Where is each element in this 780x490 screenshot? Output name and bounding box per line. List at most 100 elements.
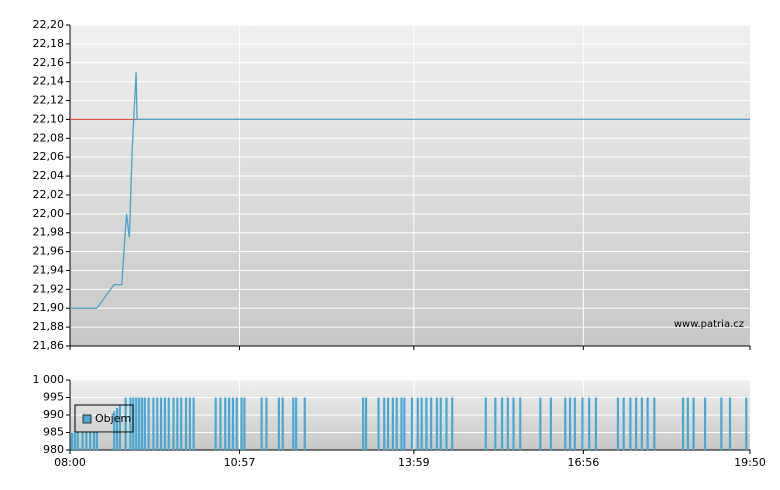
volume-bar (115, 408, 119, 450)
volume-bar (292, 397, 295, 450)
volume-bar (180, 397, 183, 450)
volume-bar (163, 397, 167, 450)
volume-bar (439, 397, 442, 450)
volume-bar (500, 397, 504, 450)
volume-bar (156, 397, 159, 450)
volume-bar (152, 397, 155, 450)
volume-bar (383, 397, 386, 450)
y-tick-label: 22,02 (33, 188, 65, 201)
volume-bar (147, 397, 150, 450)
y-tick-label: 22,04 (33, 169, 65, 182)
volume-bar (76, 432, 79, 450)
volume-bar (430, 397, 433, 450)
volume-bar (303, 397, 306, 450)
volume-bar (377, 397, 380, 450)
x-tick-label: 08:00 (54, 456, 86, 469)
volume-bar (681, 397, 685, 450)
volume-bar (484, 397, 487, 450)
volume-bar (395, 397, 398, 450)
y-tick-label: 22,00 (33, 207, 65, 220)
y-tick-label: 21,92 (33, 282, 65, 295)
legend-box (74, 404, 134, 433)
y-tick-label: 21,98 (33, 226, 65, 239)
volume-bar (549, 397, 552, 450)
volume-bar (451, 397, 454, 450)
volume-bar (73, 432, 76, 450)
volume-bar (512, 397, 515, 450)
y-tick-label: 980 (43, 443, 64, 456)
volume-bar (435, 397, 439, 450)
volume-bar (70, 432, 74, 450)
volume-bar (364, 397, 368, 450)
volume-bar (494, 397, 497, 450)
y-tick-label: 21,90 (33, 301, 65, 314)
y-tick-label: 985 (43, 426, 64, 439)
volume-bar (124, 397, 127, 450)
volume-bar (277, 397, 280, 450)
volume-bar (184, 397, 188, 450)
volume-bar (403, 397, 406, 450)
volume-bar (594, 397, 598, 450)
y-tick-label: 22,06 (33, 150, 65, 163)
volume-bar (568, 397, 572, 450)
legend-label: Objem (95, 412, 131, 425)
volume-bar (295, 397, 298, 450)
volume-bar (629, 397, 632, 450)
volume-bar (92, 432, 96, 450)
volume-bar (420, 397, 423, 450)
y-tick-label: 22,20 (33, 18, 65, 31)
volume-bar (265, 397, 268, 450)
volume-bar (176, 397, 179, 450)
y-tick-label: 22,16 (33, 56, 65, 69)
volume-bar (400, 397, 403, 450)
volume-bar (137, 397, 141, 450)
volume-bar (227, 397, 231, 450)
volume-bar (728, 397, 732, 450)
volume-bar (588, 397, 591, 450)
volume-bar (635, 397, 638, 450)
volume-bar (622, 397, 625, 450)
volume-bar (129, 397, 132, 450)
legend-swatch (82, 414, 92, 424)
volume-bar (135, 397, 138, 450)
volume-bar (686, 397, 689, 450)
volume-bar (720, 397, 723, 450)
volume-bar (539, 397, 542, 450)
volume-bar (362, 397, 365, 450)
volume-bar (243, 397, 246, 450)
volume-bar (745, 397, 748, 450)
y-tick-label: 21,86 (33, 339, 65, 352)
y-tick-label: 21,88 (33, 320, 65, 333)
y-tick-label: 990 (43, 408, 64, 421)
volume-bar (89, 432, 92, 450)
volume-bar (281, 397, 284, 450)
volume-bar (143, 397, 146, 450)
volume-bar (506, 397, 509, 450)
y-tick-label: 21,94 (33, 263, 65, 276)
volume-bar (391, 397, 394, 450)
volume-bar (192, 397, 195, 450)
volume-bar (564, 397, 567, 450)
volume-bar (410, 397, 414, 450)
price-plot-area (70, 25, 750, 346)
volume-bar (692, 397, 695, 450)
volume-bar (219, 397, 222, 450)
y-tick-label: 1 000 (33, 373, 65, 386)
volume-bar (386, 397, 390, 450)
volume-bar (188, 397, 191, 450)
y-tick-label: 22,08 (33, 131, 65, 144)
volume-bar (235, 397, 238, 450)
volume-bar (519, 397, 522, 450)
volume-bar (445, 397, 448, 450)
y-tick-label: 22,14 (33, 75, 65, 88)
volume-bar (425, 397, 428, 450)
y-tick-label: 22,10 (33, 112, 65, 125)
y-tick-label: 22,18 (33, 37, 65, 50)
y-tick-label: 22,12 (33, 94, 65, 107)
volume-bar (113, 411, 116, 450)
volume-bar (653, 397, 656, 450)
volume-bar (224, 397, 227, 450)
volume-bar (95, 432, 99, 450)
volume-bar (172, 397, 175, 450)
